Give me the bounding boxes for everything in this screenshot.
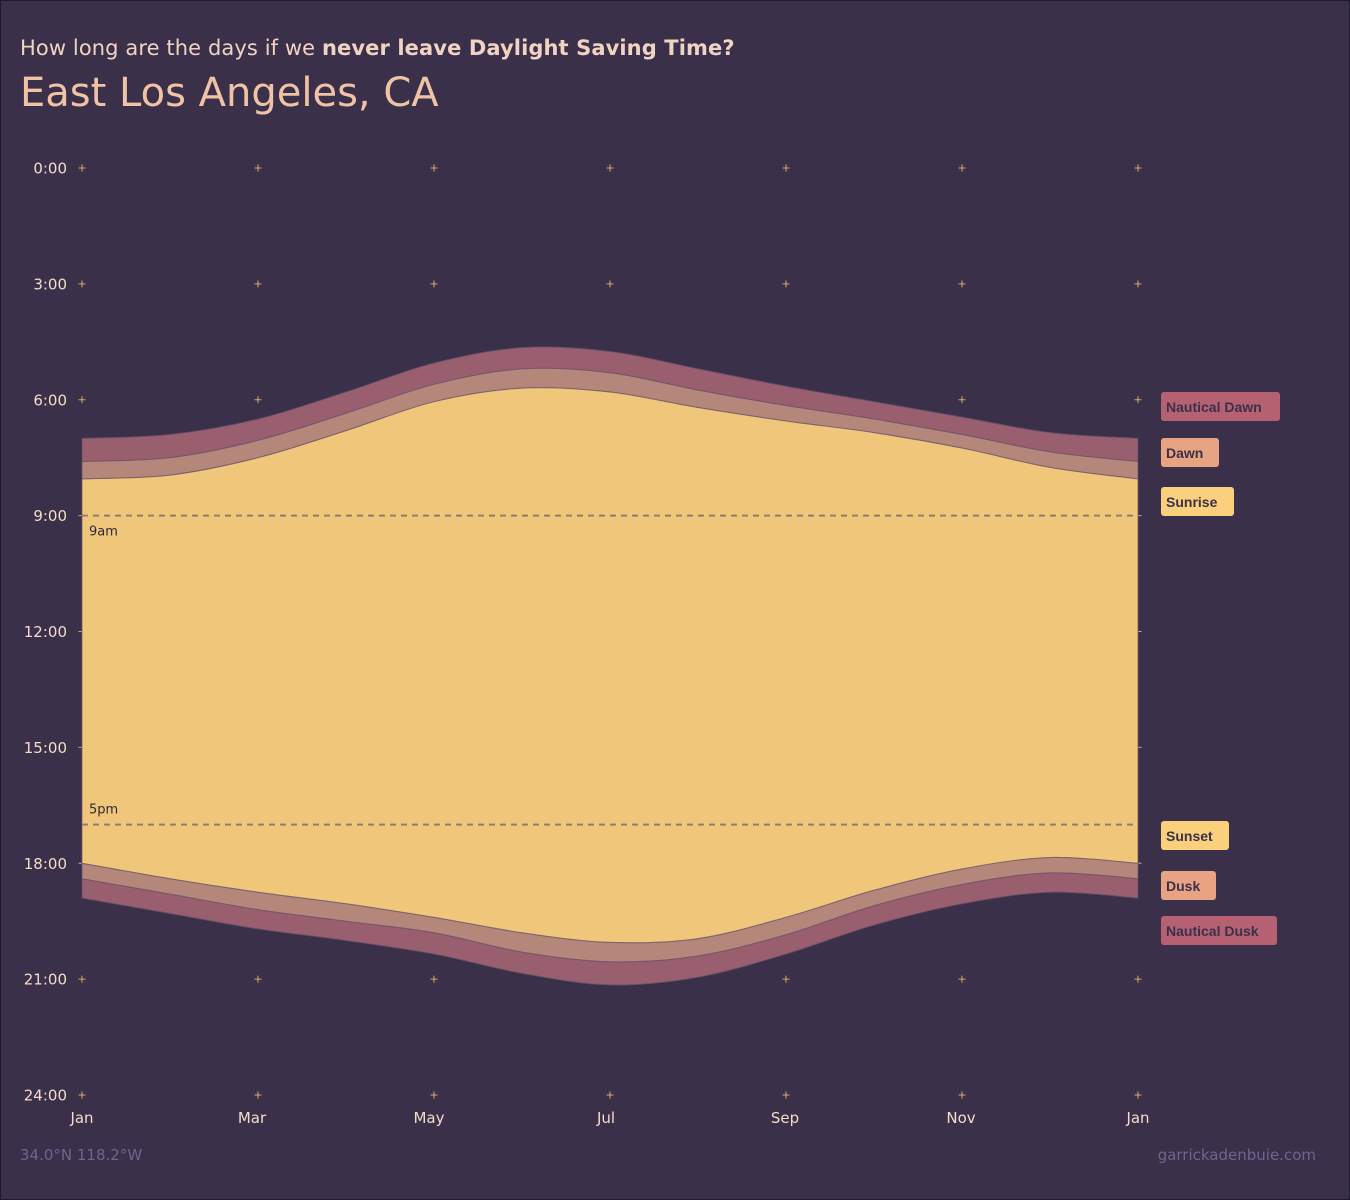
x-tick-label: Mar <box>238 1109 267 1127</box>
grid-plus <box>1134 280 1142 288</box>
series-line-sunrise <box>81 387 1139 480</box>
grid-plus <box>958 975 966 983</box>
grid-plus <box>1134 396 1142 404</box>
coordinates-label: 34.0°N 118.2°W <box>20 1146 143 1164</box>
series-line-nautical-dawn <box>81 346 1139 439</box>
grid-plus <box>78 164 86 172</box>
x-tick-label: Jul <box>596 1109 615 1127</box>
grid-plus <box>254 975 262 983</box>
legend-box-dawn <box>1161 438 1219 467</box>
legend-item-nautical-dawn: Nautical Dawn <box>1161 392 1280 421</box>
grid-plus <box>606 280 614 288</box>
credit-link[interactable]: garrickadenbuie.com <box>1157 1146 1316 1164</box>
grid-plus <box>430 975 438 983</box>
legend-label-sunset: Sunset <box>1166 828 1213 844</box>
grid-plus <box>782 1091 790 1099</box>
series-line-nautical-dusk <box>81 891 1139 986</box>
grid-plus <box>782 164 790 172</box>
legend-box-dusk <box>1161 871 1216 900</box>
subtitle-plain: How long are the days if we <box>20 36 322 60</box>
y-tick-label: 24:00 <box>24 1087 67 1105</box>
grid-plus <box>430 164 438 172</box>
legend-label-dusk: Dusk <box>1166 878 1200 894</box>
legend-label-dawn: Dawn <box>1166 445 1203 461</box>
legend-label-nautical-dusk: Nautical Dusk <box>1166 923 1259 939</box>
daylight-areas <box>81 346 1139 986</box>
legend-item-dawn: Dawn <box>1161 438 1219 467</box>
legend: Nautical Dawn Dawn Sunrise Sunset Dusk Nautic… <box>1161 392 1280 945</box>
grid-plus <box>78 1091 86 1099</box>
y-tick-label: 3:00 <box>33 275 67 293</box>
series-line-dusk <box>81 872 1139 963</box>
x-tick-label: Sep <box>771 1109 799 1127</box>
grid-plus <box>78 975 86 983</box>
grid-plus <box>78 396 86 404</box>
series-line-sunset <box>81 856 1139 944</box>
grid-plus <box>254 1091 262 1099</box>
grid-plus <box>430 1091 438 1099</box>
grid-plus <box>606 1091 614 1099</box>
y-axis: 0:00 3:00 6:00 9:00 12:00 15:00 18:00 21:00 24:0… <box>24 160 67 1105</box>
legend-item-sunrise: Sunrise <box>1161 487 1234 516</box>
legend-label-nautical-dawn: Nautical Dawn <box>1166 399 1262 415</box>
x-tick-label: Jan <box>69 1109 93 1127</box>
y-tick-label: 0:00 <box>33 160 67 178</box>
chart-subtitle: How long are the days if we never leave … <box>20 36 735 60</box>
grid-plus <box>254 396 262 404</box>
grid-plus <box>958 280 966 288</box>
grid-plus <box>958 164 966 172</box>
legend-item-dusk: Dusk <box>1161 871 1216 900</box>
x-tick-label: Nov <box>946 1109 975 1127</box>
grid-plus <box>958 396 966 404</box>
grid-plus <box>782 975 790 983</box>
x-axis: Jan Mar May Jul Sep Nov Jan <box>69 1109 1149 1127</box>
grid-plus <box>1134 1091 1142 1099</box>
grid-plus <box>430 280 438 288</box>
grid-plus <box>782 280 790 288</box>
subtitle-bold: never leave Daylight Saving Time? <box>321 36 735 60</box>
y-tick-label: 21:00 <box>24 971 67 989</box>
reference-label-5pm: 5pm <box>89 803 118 818</box>
reference-label-9am: 9am <box>89 525 118 540</box>
x-tick-label: May <box>413 1109 444 1127</box>
grid-plus <box>254 280 262 288</box>
grid-plus <box>1134 164 1142 172</box>
legend-box-sunrise <box>1161 487 1234 516</box>
y-tick-label: 12:00 <box>24 623 67 641</box>
legend-box-nautical-dawn <box>1161 392 1280 421</box>
reference-lines: 9am 5pm <box>82 514 1138 826</box>
series-line-dawn <box>81 367 1139 463</box>
grid-plus <box>254 164 262 172</box>
legend-box-sunset <box>1161 821 1229 850</box>
y-tick-label: 6:00 <box>33 391 67 409</box>
grid-plus <box>958 1091 966 1099</box>
chart-title: East Los Angeles, CA <box>20 70 439 116</box>
y-tick-label: 15:00 <box>24 739 67 757</box>
y-tick-label: 18:00 <box>24 855 67 873</box>
legend-item-sunset: Sunset <box>1161 821 1229 850</box>
x-tick-label: Jan <box>1125 1109 1149 1127</box>
y-tick-label: 9:00 <box>33 507 67 525</box>
daylight-band <box>81 387 1139 944</box>
legend-box-nautical-dusk <box>1161 916 1277 945</box>
grid-plus <box>606 164 614 172</box>
legend-label-sunrise: Sunrise <box>1166 494 1218 510</box>
grid-plus <box>78 280 86 288</box>
legend-item-nautical-dusk: Nautical Dusk <box>1161 916 1277 945</box>
grid-plus <box>1134 975 1142 983</box>
